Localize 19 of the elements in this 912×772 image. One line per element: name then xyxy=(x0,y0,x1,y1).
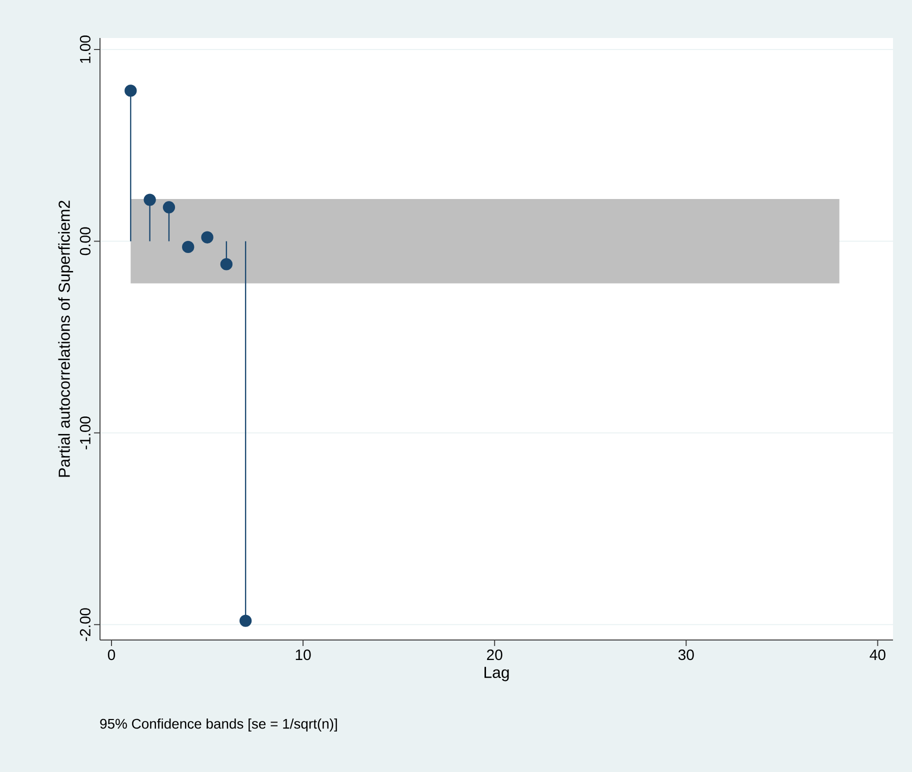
y-tick-label: 1.00 xyxy=(80,36,90,63)
point xyxy=(239,614,252,627)
x-tick-label: 30 xyxy=(678,650,694,660)
text: 95% Confidence bands [se = 1/sqrt(n)] xyxy=(100,718,337,732)
x-tick-label: 10 xyxy=(296,650,311,660)
point xyxy=(201,231,214,244)
point xyxy=(220,258,233,270)
point xyxy=(144,194,156,206)
x-tick-label: 0 xyxy=(108,650,116,660)
y-tick-label: 0.00 xyxy=(80,227,90,256)
point xyxy=(162,201,176,214)
x-tick-label: 40 xyxy=(870,650,886,660)
x-tick-label: 20 xyxy=(487,650,502,660)
point xyxy=(124,84,137,97)
point xyxy=(182,240,194,254)
y-tick-label: -1.00 xyxy=(80,416,90,450)
y-tick-label: -2.00 xyxy=(80,608,90,642)
x-axis-title: Lag xyxy=(484,666,509,682)
y-axis-title: Partial autocorrelations of Superficiem2 xyxy=(58,200,74,477)
